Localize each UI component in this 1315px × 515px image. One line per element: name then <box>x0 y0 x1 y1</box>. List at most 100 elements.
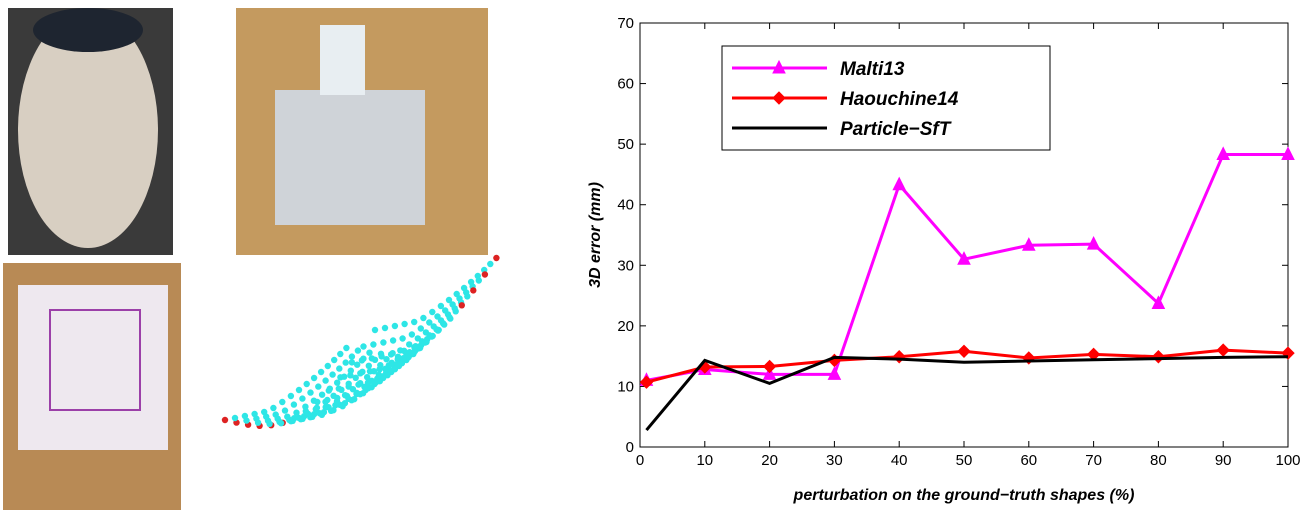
point-marker <box>1152 351 1164 363</box>
cloud-point <box>409 331 415 337</box>
cloud-point <box>315 383 321 389</box>
cloud-point <box>331 357 337 363</box>
x-tick-label: 80 <box>1150 452 1167 469</box>
y-tick-label: 20 <box>617 318 634 335</box>
series-line <box>646 154 1288 380</box>
cloud-point <box>327 386 333 392</box>
x-tick-label: 10 <box>696 452 713 469</box>
legend-label: Malti13 <box>840 59 905 80</box>
cloud-point <box>311 375 317 381</box>
cloud-point <box>261 409 267 415</box>
photo-sock <box>8 8 173 255</box>
cloud-point <box>383 356 389 362</box>
cloud-point <box>291 401 297 407</box>
cloud-point <box>288 393 294 399</box>
x-tick-label: 40 <box>891 452 908 469</box>
cloud-point <box>412 343 418 349</box>
figure: perturbation on the ground−truth shapes … <box>0 0 1315 510</box>
cloud-point <box>322 399 328 405</box>
cloud-point <box>476 277 482 283</box>
cloud-point <box>349 353 355 359</box>
cloud-point <box>342 392 348 398</box>
cloud-point <box>355 347 361 353</box>
cloud-point <box>429 309 435 315</box>
x-tick-label: 30 <box>826 452 843 469</box>
cloud-point <box>360 356 366 362</box>
cloud-point <box>311 398 317 404</box>
cloud-point <box>430 333 436 339</box>
cloud-point <box>304 381 310 387</box>
cloud-point <box>334 398 340 404</box>
x-tick-label: 0 <box>636 452 644 469</box>
cloud-point <box>378 351 384 357</box>
cloud-point <box>302 404 308 410</box>
cloud-point <box>418 325 424 331</box>
cloud-point <box>441 321 447 327</box>
cloud-point <box>366 350 372 356</box>
cloud-point <box>329 371 335 377</box>
cloud-point <box>411 319 417 325</box>
cloud-point <box>401 321 407 327</box>
cloud-point <box>493 255 499 261</box>
cloud-point <box>370 341 376 347</box>
cloud-point <box>338 387 344 393</box>
cloud-point <box>293 410 299 416</box>
x-axis-label: perturbation on the ground−truth shapes … <box>793 487 1135 504</box>
legend-label: Haouchine14 <box>840 89 959 110</box>
cloud-point <box>251 411 257 417</box>
cloud-point <box>337 351 343 357</box>
cloud-point <box>334 380 340 386</box>
cloud-point <box>389 350 395 356</box>
cloud-point <box>424 336 430 342</box>
point-marker <box>958 345 970 357</box>
cloud-point <box>279 399 285 405</box>
cloud-point <box>371 368 377 374</box>
cloud-point <box>470 287 476 293</box>
cloud-point <box>350 386 356 392</box>
y-tick-label: 0 <box>626 439 634 456</box>
photo-paper <box>3 263 181 510</box>
cloud-point <box>482 271 488 277</box>
cloud-point <box>354 362 360 368</box>
x-tick-label: 60 <box>1020 452 1037 469</box>
cloud-point <box>314 405 320 411</box>
point-marker <box>764 360 776 372</box>
x-tick-label: 90 <box>1215 452 1232 469</box>
cloud-point <box>447 315 453 321</box>
cloud-point <box>389 360 395 366</box>
cloud-point <box>399 335 405 341</box>
cloud-point <box>232 415 238 421</box>
cloud-point <box>357 380 363 386</box>
cloud-point <box>377 362 383 368</box>
x-tick-label: 20 <box>761 452 778 469</box>
cloud-point <box>322 377 328 383</box>
cloud-point <box>353 375 359 381</box>
cloud-point <box>406 349 412 355</box>
cloud-point <box>459 302 465 308</box>
cloud-point <box>395 354 401 360</box>
cloud-point <box>400 355 406 361</box>
y-tick-label: 50 <box>617 136 634 153</box>
cloud-point <box>372 327 378 333</box>
cloud-point <box>343 359 349 365</box>
cloud-point <box>401 348 407 354</box>
y-tick-label: 40 <box>617 197 634 214</box>
y-tick-label: 60 <box>617 76 634 93</box>
cloud-point <box>487 261 493 267</box>
cloud-point <box>366 363 372 369</box>
x-tick-label: 100 <box>1275 452 1300 469</box>
cloud-point <box>346 381 352 387</box>
cloud-point <box>325 363 331 369</box>
cloud-point <box>273 411 279 417</box>
photo-cloth <box>236 8 488 255</box>
cloud-point <box>222 417 228 423</box>
cloud-point <box>296 387 302 393</box>
cloud-point <box>318 369 324 375</box>
cloud-point <box>418 342 424 348</box>
y-tick-label: 30 <box>617 257 634 274</box>
cloud-point <box>343 345 349 351</box>
legend-label: Particle−SfT <box>840 119 952 140</box>
cloud-point <box>242 413 248 419</box>
cloud-point <box>307 389 313 395</box>
x-tick-label: 70 <box>1085 452 1102 469</box>
